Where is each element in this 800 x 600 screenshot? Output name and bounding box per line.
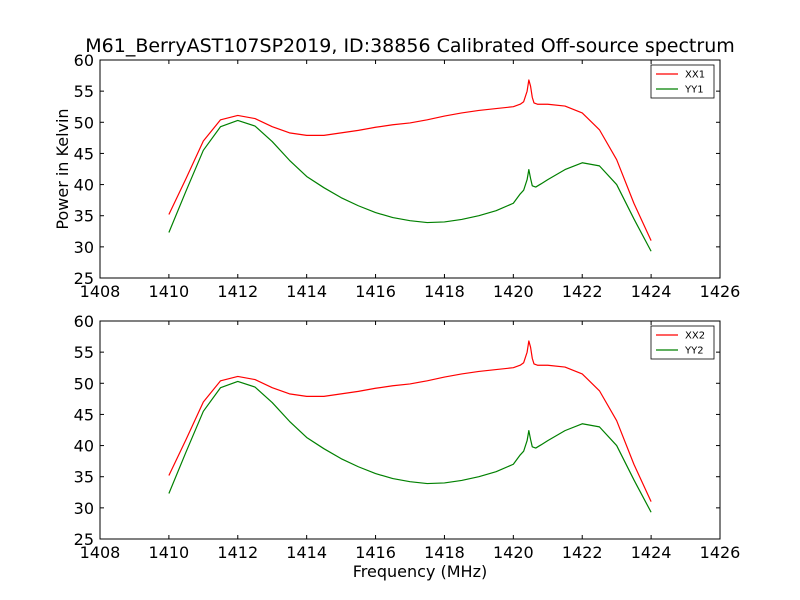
y-tick-label: 40 xyxy=(74,437,94,456)
x-tick-label: 1420 xyxy=(493,282,534,301)
axes-frame xyxy=(99,320,721,540)
top-subplot: 1408 1410 1412 1414 1416 1418 1420 1422 1424 1426… xyxy=(53,51,740,301)
y-tick-label: 25 xyxy=(74,269,94,288)
bottom-subplot: 1408 1410 1412 1414 1416 1418 1420 1422 1424 1426… xyxy=(74,312,741,581)
y-axis-label: Power in Kelvin xyxy=(53,108,72,229)
y-tick-label: 45 xyxy=(74,144,94,163)
x-tick-label: 1422 xyxy=(562,282,603,301)
x-tick-label: 1416 xyxy=(355,543,396,562)
y-tick-label: 55 xyxy=(74,82,94,101)
axes-frame xyxy=(99,59,721,279)
y-tick-label: 55 xyxy=(74,343,94,362)
x-tick-label: 1408 xyxy=(80,282,121,301)
x-tick-label: 1410 xyxy=(149,543,190,562)
y-tick-label: 35 xyxy=(74,207,94,226)
series-line-yy2 xyxy=(168,380,652,513)
x-tick-label: 1412 xyxy=(217,282,258,301)
x-tick-label: 1424 xyxy=(631,282,672,301)
series-line-yy1 xyxy=(168,119,652,252)
figure-title: M61_BerryAST107SP2019, ID:38856 Calibrat… xyxy=(85,35,735,57)
x-tick-label: 1422 xyxy=(562,543,603,562)
y-tick-label: 50 xyxy=(74,113,94,132)
legend-label-yy2: YY2 xyxy=(684,346,704,357)
y-tick-label: 50 xyxy=(74,374,94,393)
x-tick-label: 1420 xyxy=(493,543,534,562)
x-tick-label: 1418 xyxy=(424,543,465,562)
y-tick-label: 45 xyxy=(74,405,94,424)
x-tick-label: 1424 xyxy=(631,543,672,562)
y-tick-label: 60 xyxy=(74,312,94,331)
y-tick-label: 30 xyxy=(74,238,94,257)
x-tick-label: 1426 xyxy=(700,282,741,301)
legend-label-xx1: XX1 xyxy=(685,70,705,81)
x-tick-label: 1416 xyxy=(355,282,396,301)
legend-box xyxy=(650,64,715,99)
x-axis-label: Frequency (MHz) xyxy=(353,562,487,581)
x-tick-label: 1426 xyxy=(700,543,741,562)
legend-label-yy1: YY1 xyxy=(684,85,704,96)
x-tick-label: 1408 xyxy=(80,543,121,562)
series-line-xx2 xyxy=(168,340,652,502)
series-line-xx1 xyxy=(168,79,652,241)
legend-label-xx2: XX2 xyxy=(685,331,705,342)
x-tick-label: 1418 xyxy=(424,282,465,301)
legend-box xyxy=(650,325,715,360)
y-tick-label: 25 xyxy=(74,530,94,549)
y-tick-label: 60 xyxy=(74,51,94,70)
y-tick-label: 35 xyxy=(74,468,94,487)
x-tick-label: 1414 xyxy=(286,543,327,562)
y-tick-label: 30 xyxy=(74,499,94,518)
x-tick-label: 1412 xyxy=(217,543,258,562)
x-tick-label: 1410 xyxy=(149,282,190,301)
y-tick-label: 40 xyxy=(74,176,94,195)
x-tick-label: 1414 xyxy=(286,282,327,301)
